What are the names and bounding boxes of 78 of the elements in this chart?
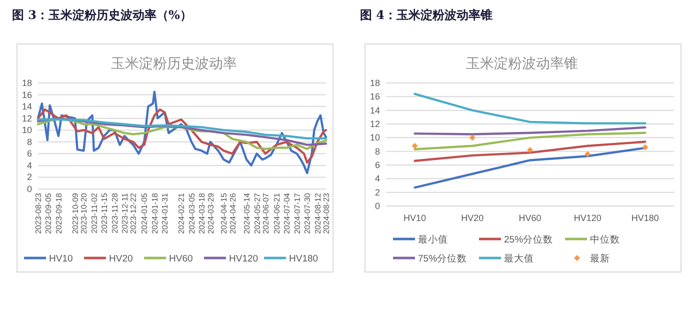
y-tick-label: 6 [374, 160, 380, 170]
y-tick-label: 0 [374, 201, 380, 211]
x-tick-label: 2023-12-22 [129, 192, 138, 234]
x-tick-label: HV120 [574, 213, 602, 223]
point [412, 142, 418, 149]
chart-subtitle: 玉米淀粉历史波动率 [111, 56, 237, 72]
legend-label: HV10 [49, 254, 73, 264]
x-tick-label: 2024-01-31 [160, 192, 170, 234]
x-tick-label: 2023-10-20 [80, 192, 89, 234]
y-tick-label: 10 [370, 132, 380, 143]
y-tick-label: 12 [22, 113, 32, 124]
x-tick-label: 2023-10-09 [70, 192, 80, 234]
line-series [414, 140, 646, 162]
x-tick-label: 2023-08-23 [34, 192, 43, 234]
y-tick-label: 14 [370, 105, 380, 116]
chart-title: 图 4：玉米淀粉波动率锥 [360, 8, 493, 22]
x-tick-label: 2024-05-27 [252, 192, 262, 234]
legend-label: HV60 [169, 254, 193, 264]
x-tick-label: 2024-01-18 [150, 192, 160, 234]
line-series [36, 108, 328, 164]
legend-label: 最大值 [504, 252, 534, 264]
y-tick-label: 18 [22, 78, 32, 88]
x-tick-label: 2024-07-17 [292, 192, 302, 234]
x-tick-label: 2024-06-21 [272, 192, 282, 234]
y-tick-label: 8 [374, 146, 380, 156]
point [642, 144, 648, 150]
x-tick-label: 2024-06-07 [261, 192, 270, 234]
x-tick-label: 2024-03-05 [187, 192, 196, 234]
x-tick-label: 2024-07-04 [282, 192, 292, 234]
x-tick-label: 2023-11-02 [90, 192, 99, 234]
y-tick-label: 2 [26, 172, 32, 182]
x-tick-label: HV20 [461, 213, 484, 223]
y-tick-label: 8 [26, 136, 32, 147]
y-tick-label: 6 [26, 148, 32, 159]
point [584, 151, 591, 158]
legend-label: HV180 [289, 254, 318, 264]
y-tick-label: 16 [22, 90, 32, 100]
x-tick-label: 2024-08-12 [313, 192, 322, 234]
x-tick-label: 2023-11-15 [100, 192, 110, 234]
x-tick-label: 2024-07-30 [303, 192, 312, 234]
x-tick-label: 2024-03-18 [198, 192, 207, 234]
x-tick-label: 2023-09-18 [54, 192, 64, 234]
x-tick-label: 2023-09-05 [44, 192, 54, 234]
x-tick-label: 2024-04-26 [228, 192, 238, 234]
legend-label: HV120 [229, 254, 258, 264]
line-series [36, 118, 328, 140]
legend-label: HV20 [109, 254, 133, 264]
x-tick-label: 2024-01-05 [140, 192, 150, 234]
x-tick-label: 2024-03-29 [206, 192, 216, 234]
legend-label: 75%分位数 [418, 252, 468, 264]
x-tick-label: 2024-05-14 [242, 192, 252, 234]
x-tick-label: HV60 [518, 213, 542, 223]
legend-label: 中位数 [590, 234, 620, 246]
y-tick-label: 18 [370, 78, 380, 88]
chart-subtitle: 玉米淀粉波动率锥 [466, 56, 578, 72]
legend-label: 最小值 [418, 234, 448, 246]
y-tick-label: 14 [22, 102, 32, 112]
y-tick-label: 12 [370, 119, 380, 129]
y-tick-label: 16 [370, 92, 380, 102]
x-tick-label: 2024-02-21 [177, 192, 186, 234]
legend-label: 最新 [590, 252, 610, 264]
line-series [36, 90, 328, 174]
y-tick-label: 0 [26, 184, 32, 194]
x-tick-label: HV180 [631, 213, 659, 223]
y-tick-label: 4 [374, 174, 380, 184]
point [527, 146, 533, 153]
chart-title: 图 3：玉米淀粉历史波动率（%） [12, 8, 192, 22]
legend-label: 25%分位数 [504, 234, 554, 246]
x-tick-label: 2023-12-11 [120, 192, 130, 234]
point [469, 134, 476, 141]
y-tick-label: 4 [26, 160, 32, 170]
y-tick-label: 10 [22, 125, 32, 136]
x-tick-label: HV10 [404, 213, 426, 223]
x-tick-label: 2024-04-15 [220, 192, 229, 234]
line-series [414, 92, 646, 124]
x-tick-label: 2024-08-23 [322, 192, 331, 234]
y-tick-label: 2 [374, 187, 380, 198]
x-tick-label: 2023-11-28 [110, 192, 120, 234]
